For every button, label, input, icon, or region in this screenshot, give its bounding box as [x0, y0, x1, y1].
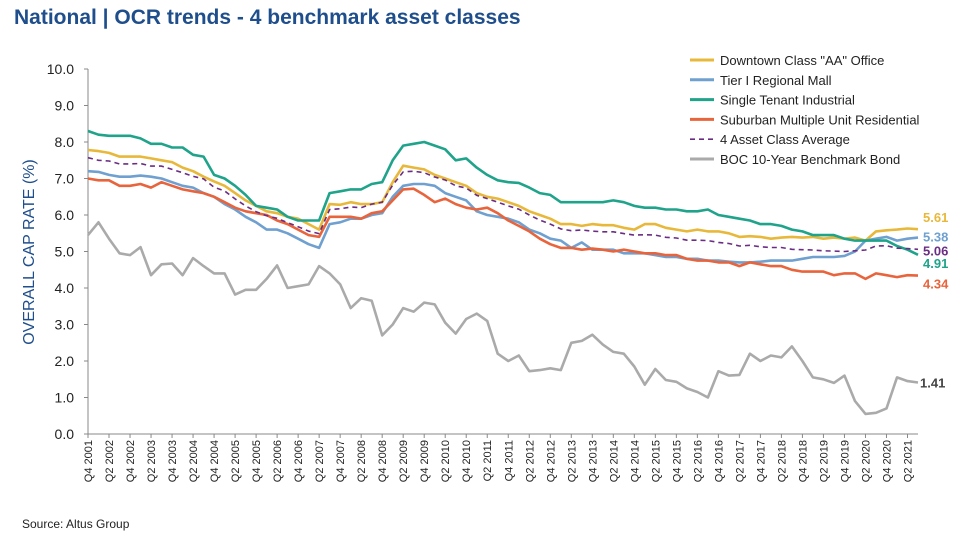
legend-label-1: Tier I Regional Mall: [720, 73, 832, 88]
legend-label-4: 4 Asset Class Average: [720, 132, 850, 147]
x-tick-label: Q2 2013: [566, 440, 578, 482]
x-tick-label: Q2 2004: [188, 440, 200, 482]
y-tick-label: 4.0: [55, 280, 75, 296]
x-tick-label: Q4 2010: [461, 440, 473, 482]
y-axis-label: OVERALL CAP RATE (%): [21, 159, 38, 345]
legend: Downtown Class "AA" Office Tier I Regiona…: [690, 53, 920, 167]
series-line-2: [87, 129, 919, 256]
x-tick-label: Q2 2020: [860, 440, 872, 482]
end-label-5: 1.41: [920, 376, 945, 391]
y-tick-label: 3.0: [55, 317, 75, 333]
series-line-4: [87, 156, 919, 253]
end-label-1: 5.38: [923, 230, 948, 245]
x-tick-label: Q2 2008: [356, 440, 368, 482]
x-tick-label: Q2 2017: [734, 440, 746, 482]
x-tick-label: Q4 2001: [83, 440, 95, 482]
x-tick-label: Q4 2018: [797, 440, 809, 482]
x-axis-ticks: Q4 2001 Q2 2002 Q4 2002 Q2 2003 Q4 2003 Q2 20…: [83, 434, 914, 482]
x-tick-label: Q4 2013: [587, 440, 599, 482]
y-axis-ticks: 0.0 1.0 2.0 3.0 4.0 5.0 6.0 7.0 8.0 9.0 10.0: [47, 61, 88, 442]
x-tick-label: Q4 2014: [629, 440, 641, 482]
series-line-5: [86, 221, 919, 416]
legend-label-3: Suburban Multiple Unit Residential: [720, 112, 920, 127]
end-label-2: 4.91: [923, 256, 948, 271]
x-tick-label: Q4 2003: [167, 440, 179, 482]
y-tick-label: 9.0: [55, 98, 75, 114]
y-tick-label: 5.0: [55, 244, 75, 260]
legend-label-2: Single Tenant Industrial: [720, 93, 855, 108]
series-line-3: [87, 177, 919, 281]
x-tick-label: Q4 2012: [545, 440, 557, 482]
x-tick-label: Q4 2011: [503, 440, 515, 481]
x-tick-label: Q2 2006: [272, 440, 284, 482]
x-tick-label: Q2 2011: [482, 440, 494, 481]
x-tick-label: Q4 2015: [671, 440, 683, 482]
end-label-3: 4.34: [923, 277, 949, 292]
x-tick-label: Q2 2015: [650, 440, 662, 482]
series-line-0: [87, 148, 919, 242]
legend-label-5: BOC 10-Year Benchmark Bond: [720, 152, 900, 167]
x-tick-label: Q4 2008: [377, 440, 389, 482]
x-tick-label: Q4 2002: [125, 440, 137, 482]
end-label-0: 5.61: [923, 210, 948, 225]
x-tick-label: Q2 2012: [524, 440, 536, 482]
y-tick-label: 10.0: [47, 61, 74, 77]
y-tick-label: 0.0: [55, 426, 75, 442]
end-value-labels: 5.61 5.38 4.91 4.34 5.06 1.41: [920, 210, 949, 390]
x-tick-label: Q4 2019: [839, 440, 851, 482]
x-tick-label: Q4 2004: [209, 440, 221, 482]
y-tick-label: 2.0: [55, 353, 75, 369]
x-tick-label: Q2 2018: [776, 440, 788, 482]
end-label-4: 5.06: [923, 243, 948, 258]
x-tick-label: Q4 2005: [251, 440, 263, 482]
y-tick-label: 1.0: [55, 390, 75, 406]
x-tick-label: Q2 2009: [398, 440, 410, 482]
legend-label-0: Downtown Class "AA" Office: [720, 53, 884, 68]
x-tick-label: Q4 2009: [419, 440, 431, 482]
x-tick-label: Q2 2010: [440, 440, 452, 482]
x-tick-label: Q2 2003: [146, 440, 158, 482]
source-note: Source: Altus Group: [22, 517, 130, 531]
x-tick-label: Q4 2006: [293, 440, 305, 482]
y-tick-label: 8.0: [55, 134, 75, 150]
x-tick-label: Q4 2020: [881, 440, 893, 482]
x-tick-label: Q2 2005: [230, 440, 242, 482]
x-tick-label: Q4 2007: [335, 440, 347, 482]
x-tick-label: Q2 2007: [314, 440, 326, 482]
x-tick-label: Q2 2016: [692, 440, 704, 482]
chart-title: National | OCR trends - 4 benchmark asse…: [14, 6, 521, 29]
y-tick-label: 6.0: [55, 207, 75, 223]
y-tick-label: 7.0: [55, 171, 75, 187]
x-tick-label: Q2 2014: [608, 440, 620, 482]
x-tick-label: Q4 2016: [713, 440, 725, 482]
x-tick-label: Q2 2019: [818, 440, 830, 482]
x-tick-label: Q2 2021: [902, 440, 914, 482]
series-lines: [86, 129, 919, 416]
x-tick-label: Q2 2002: [104, 440, 116, 482]
x-tick-label: Q4 2017: [755, 440, 767, 482]
